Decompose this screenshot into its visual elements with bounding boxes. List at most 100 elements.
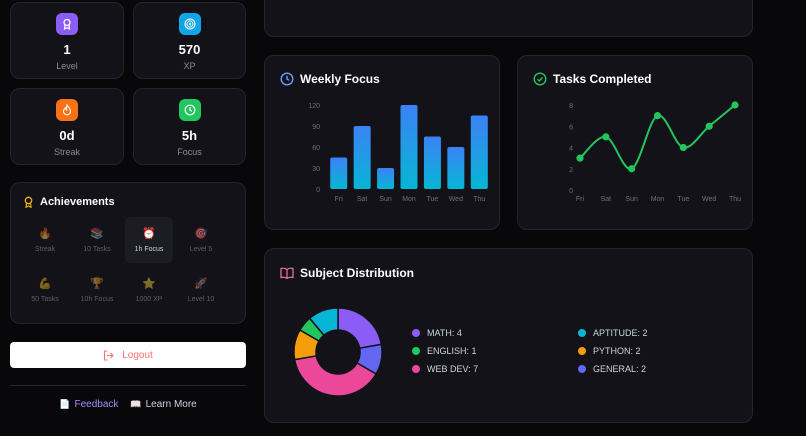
stat-card-xp: 570 XP (133, 2, 246, 79)
x-tick-label: Wed (702, 196, 716, 203)
medal-icon (56, 13, 78, 35)
legend-label: ENGLISH: 1 (427, 345, 477, 356)
y-tick-label: 4 (569, 146, 573, 153)
achievement-10h-focus[interactable]: 🏆 10h Focus (73, 267, 121, 313)
legend-swatch (578, 346, 586, 355)
book-icon: 📖 (130, 399, 142, 409)
divider (10, 385, 246, 386)
footer-links: 📄 Feedback 📖 Learn More (10, 399, 246, 410)
achievement-level-5[interactable]: 🎯 Level 5 (177, 217, 225, 263)
x-tick-label: Tue (427, 196, 439, 203)
data-point (731, 101, 739, 109)
check-circle-icon (533, 72, 547, 86)
x-tick-label: Mon (651, 196, 665, 203)
legend-item: APTITUDE: 2 (578, 326, 702, 339)
feedback-link[interactable]: 📄 Feedback (59, 399, 118, 410)
stat-value: 5h (181, 128, 198, 143)
achievement-label: 10h Focus (80, 296, 114, 303)
flame-icon: 🔥 (38, 228, 52, 240)
logout-icon (104, 349, 114, 361)
achievement-1h-focus[interactable]: ⏰ 1h Focus (125, 217, 173, 263)
y-tick-label: 8 (569, 103, 573, 110)
achievements-card: Achievements 🔥 Streak 📚 10 Tasks ⏰ 1h Focus… (10, 182, 246, 324)
data-point (576, 154, 584, 162)
x-tick-label: Wed (449, 196, 463, 203)
subject-legend: MATH: 4 APTITUDE: 2 ENGLISH: 1 PYTHON: 2… (412, 326, 702, 375)
legend-label: APTITUDE: 2 (593, 327, 648, 338)
top-panel (264, 0, 753, 37)
stat-value: 0d (59, 128, 75, 143)
tasks-completed-chart: 0 2 4 6 8 Fri Sat Sun Mon Tue Wed Thu (569, 101, 741, 203)
target-icon (178, 13, 201, 35)
learn-more-link[interactable]: 📖 Learn More (130, 399, 196, 410)
y-tick-label: 0 (569, 188, 573, 195)
books-icon: 📚 (90, 228, 104, 240)
subject-distribution-title: Subject Distribution (300, 266, 414, 280)
achievement-grid: 🔥 Streak 📚 10 Tasks ⏰ 1h Focus 🎯 Level 5 💪 50… (21, 217, 225, 313)
book-open-icon (280, 267, 294, 279)
y-tick-label: 90 (312, 124, 320, 131)
stat-card-level: 1 Level (10, 2, 124, 79)
x-tick-label: Thu (473, 196, 485, 203)
x-tick-label: Mon (402, 196, 416, 203)
y-tick-label: 0 (316, 187, 320, 194)
data-point (628, 165, 636, 173)
x-tick-label: Fri (576, 196, 585, 203)
achievement-50-tasks[interactable]: 💪 50 Tasks (21, 267, 69, 313)
achievement-1000-xp[interactable]: ⭐ 1000 XP (125, 267, 173, 313)
achievement-label: Level 10 (187, 296, 215, 303)
weekly-focus-chart: 0 30 60 90 120 Fri Sat Sun Mon Tue Wed Thu (308, 103, 488, 203)
legend-swatch (412, 346, 420, 355)
pie-slice (293, 354, 378, 397)
pie-slice (308, 307, 339, 337)
achievement-label: 10 Tasks (83, 246, 111, 253)
stat-label: Focus (177, 147, 202, 157)
x-tick-label: Sat (601, 196, 612, 203)
x-tick-label: Sat (357, 196, 368, 203)
bar (400, 105, 418, 189)
achievements-title: Achievements (40, 196, 115, 208)
stat-label: Streak (53, 147, 80, 157)
y-tick-label: 30 (312, 166, 320, 173)
data-point (705, 122, 713, 130)
dart-target-icon: 🎯 (194, 228, 208, 240)
legend-label: PYTHON: 2 (593, 345, 641, 356)
stat-value: 1 (63, 42, 71, 57)
stat-card-streak: 0d Streak (10, 88, 124, 165)
achievement-streak[interactable]: 🔥 Streak (21, 217, 69, 263)
clock-icon (280, 72, 294, 86)
data-point (602, 133, 610, 141)
learn-more-label: Learn More (145, 399, 197, 410)
pie-slice (337, 307, 383, 350)
x-tick-label: Sun (379, 196, 392, 203)
y-tick-label: 2 (569, 167, 573, 174)
award-icon (24, 196, 33, 208)
achievement-label: Level 5 (189, 246, 213, 253)
legend-item: GENERAL: 2 (578, 362, 702, 375)
x-tick-label: Tue (677, 196, 689, 203)
achievement-label: Streak (34, 246, 56, 253)
bar (470, 115, 488, 189)
bar (447, 147, 465, 189)
tasks-completed-title: Tasks Completed (553, 72, 652, 86)
stat-value: 570 (178, 42, 201, 57)
bar (377, 168, 395, 189)
document-icon: 📄 (59, 399, 71, 409)
clock-icon (178, 99, 201, 121)
logout-label: Logout (122, 349, 153, 361)
stat-label: XP (183, 61, 196, 71)
data-point (653, 112, 662, 120)
achievement-level-10[interactable]: 🚀 Level 10 (177, 267, 225, 313)
y-tick-label: 6 (569, 124, 573, 131)
stat-label: Level (56, 61, 78, 71)
logout-button[interactable]: Logout (10, 342, 246, 368)
stat-card-focus: 5h Focus (133, 88, 246, 165)
legend-item: PYTHON: 2 (578, 344, 702, 357)
achievement-10-tasks[interactable]: 📚 10 Tasks (73, 217, 121, 263)
legend-label: MATH: 4 (427, 327, 462, 338)
legend-swatch (578, 328, 586, 337)
star-icon: ⭐ (142, 278, 156, 290)
bar (423, 136, 441, 189)
y-tick-label: 60 (312, 145, 320, 152)
trophy-icon: 🏆 (90, 278, 104, 290)
